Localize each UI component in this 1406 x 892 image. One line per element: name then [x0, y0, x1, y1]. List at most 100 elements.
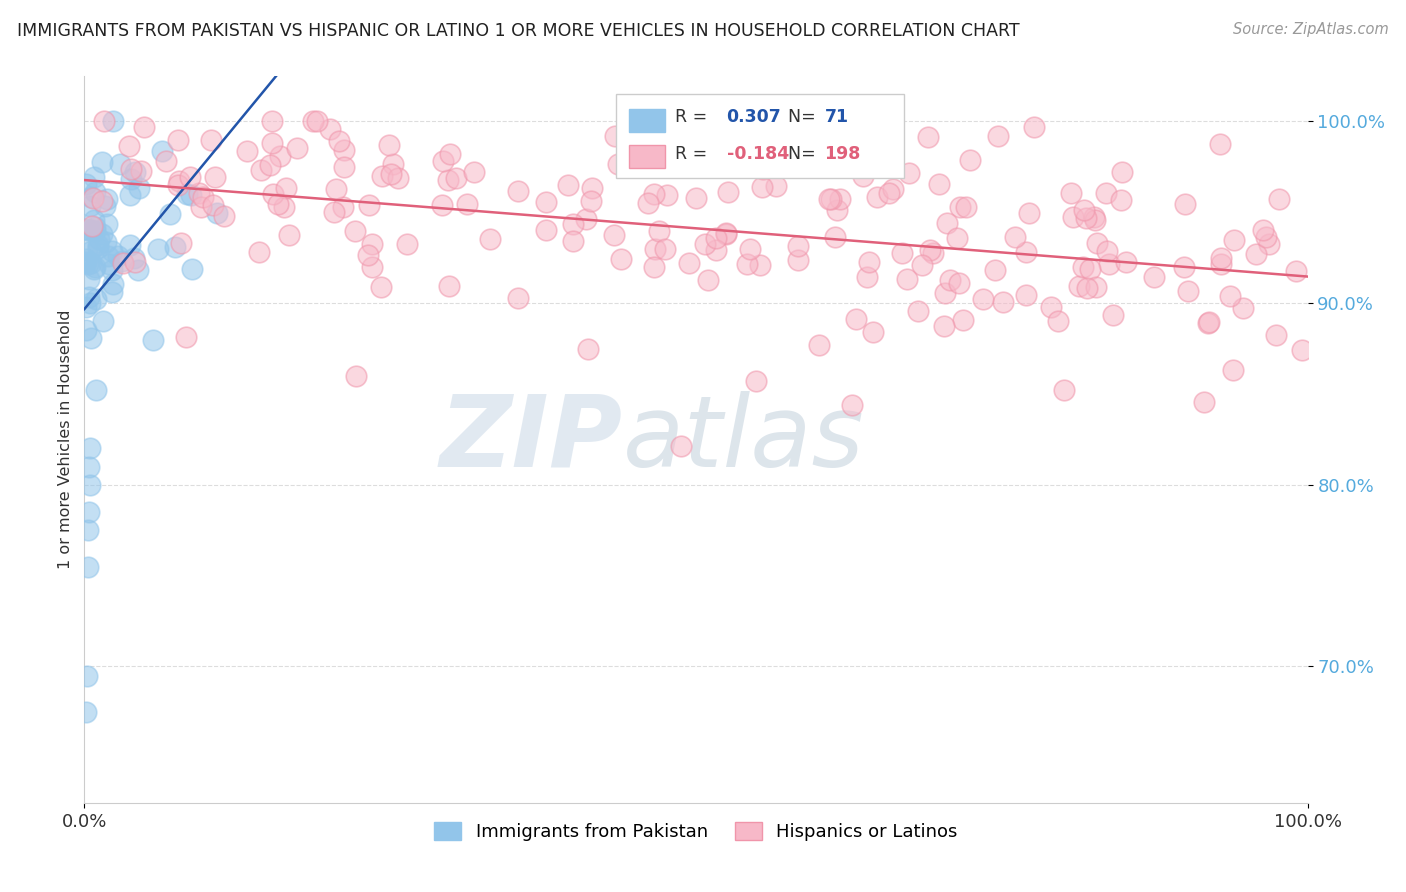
Point: [456, 196, 478, 211]
Point: [259, 158, 281, 172]
Point: [856, 270, 879, 285]
Text: 198: 198: [824, 145, 860, 162]
Point: [972, 292, 994, 306]
Point: [108, 157, 131, 171]
Point: [693, 236, 716, 251]
Point: [179, 170, 201, 185]
Point: [575, 211, 598, 226]
Point: [945, 230, 967, 244]
Point: [82, 219, 104, 234]
Point: [928, 177, 950, 191]
Point: [382, 157, 405, 171]
Point: [786, 239, 808, 253]
Y-axis label: 1 or more Vehicles in Household: 1 or more Vehicles in Household: [58, 310, 73, 569]
Point: [740, 242, 762, 256]
Point: [1177, 284, 1199, 298]
Point: [90, 194, 112, 209]
Point: [302, 114, 325, 128]
Point: [75, 177, 97, 191]
Point: [174, 329, 197, 343]
Point: [111, 253, 134, 268]
Point: [1071, 260, 1094, 274]
Point: [748, 258, 770, 272]
Point: [862, 326, 884, 340]
Point: [922, 245, 945, 260]
Point: [319, 121, 342, 136]
Point: [328, 134, 350, 148]
Point: [344, 224, 367, 238]
Point: [371, 169, 394, 183]
Point: [84, 186, 107, 200]
Point: [76, 222, 98, 236]
Point: [825, 202, 848, 217]
Point: [101, 244, 124, 258]
Point: [387, 170, 409, 185]
Point: [380, 168, 402, 182]
Point: [191, 189, 214, 203]
Legend: Immigrants from Pakistan, Hispanics or Latinos: Immigrants from Pakistan, Hispanics or L…: [427, 815, 965, 848]
Point: [657, 188, 679, 202]
Point: [159, 207, 181, 221]
Point: [77, 257, 100, 271]
Point: [75, 705, 97, 719]
Point: [1094, 186, 1116, 200]
Point: [654, 242, 676, 256]
Point: [877, 186, 900, 200]
Point: [741, 159, 763, 173]
Point: [704, 231, 727, 245]
FancyBboxPatch shape: [616, 94, 904, 178]
Point: [76, 242, 98, 256]
Point: [165, 240, 187, 254]
Point: [1173, 260, 1195, 274]
Point: [1254, 230, 1277, 244]
Point: [134, 120, 156, 134]
Point: [322, 205, 344, 219]
Point: [765, 179, 787, 194]
Point: [75, 255, 97, 269]
Point: [671, 439, 693, 453]
Point: [212, 209, 235, 223]
Point: [167, 178, 190, 192]
Point: [1209, 251, 1232, 265]
Point: [830, 192, 852, 206]
Point: [79, 255, 101, 269]
Text: IMMIGRANTS FROM PAKISTAN VS HISPANIC OR LATINO 1 OR MORE VEHICLES IN HOUSEHOLD C: IMMIGRANTS FROM PAKISTAN VS HISPANIC OR …: [17, 22, 1019, 40]
Point: [852, 169, 875, 183]
Point: [82, 191, 104, 205]
Point: [1046, 313, 1069, 327]
Point: [96, 192, 118, 206]
Point: [97, 256, 120, 270]
Point: [120, 172, 142, 186]
Point: [273, 200, 295, 214]
Point: [269, 148, 291, 162]
Point: [818, 193, 841, 207]
Point: [278, 227, 301, 242]
Point: [1232, 301, 1254, 315]
Point: [858, 254, 880, 268]
Point: [83, 262, 105, 277]
Point: [247, 244, 270, 259]
Point: [150, 144, 173, 158]
Point: [344, 369, 367, 384]
Point: [1244, 246, 1267, 260]
Point: [907, 303, 929, 318]
Text: R =: R =: [675, 145, 713, 162]
Text: Source: ZipAtlas.com: Source: ZipAtlas.com: [1233, 22, 1389, 37]
Point: [77, 459, 100, 474]
Point: [77, 523, 100, 537]
Point: [1257, 236, 1279, 251]
Point: [432, 153, 454, 168]
Point: [77, 290, 100, 304]
Point: [128, 181, 150, 195]
Point: [396, 237, 419, 252]
Point: [1222, 362, 1244, 376]
Point: [96, 235, 118, 249]
Point: [1015, 245, 1038, 260]
Point: [84, 260, 107, 275]
Point: [430, 198, 453, 212]
Point: [1251, 223, 1274, 237]
Point: [77, 505, 100, 519]
Point: [508, 184, 530, 198]
Point: [75, 300, 97, 314]
Point: [911, 258, 934, 272]
